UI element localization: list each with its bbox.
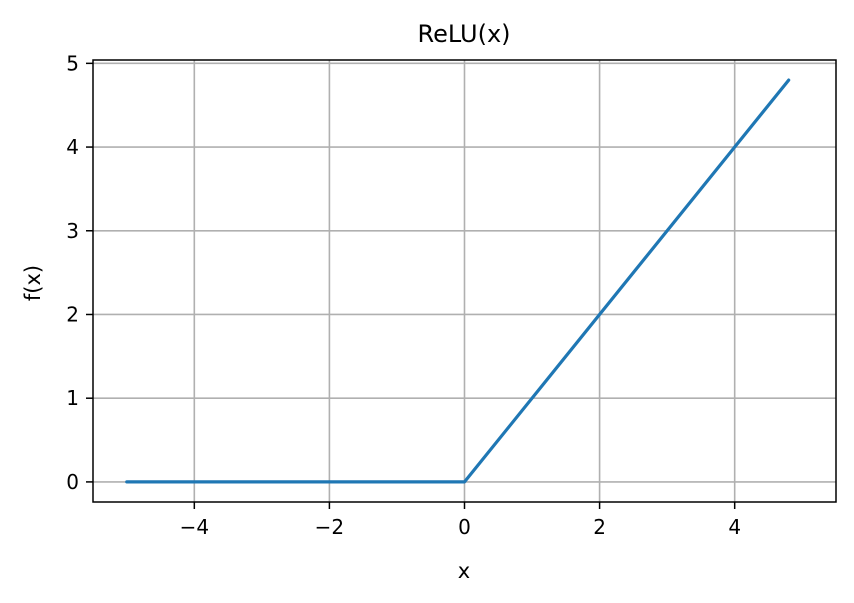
y-tick-label: 5 xyxy=(66,51,79,75)
y-tick-label: 1 xyxy=(66,386,79,410)
y-tick-label: 2 xyxy=(66,302,79,326)
ticks: −4 −2 0 2 4 0 1 2 3 4 5 xyxy=(66,51,741,539)
x-axis-label: x xyxy=(458,559,470,583)
x-tick-label: −2 xyxy=(315,515,344,539)
y-tick-label: 0 xyxy=(66,470,79,494)
x-tick-label: 0 xyxy=(458,515,471,539)
x-tick-label: 4 xyxy=(728,515,741,539)
relu-line xyxy=(125,78,791,484)
x-tick-label: −4 xyxy=(180,515,209,539)
y-axis-label: f(x) xyxy=(21,265,45,301)
x-tick-label: 2 xyxy=(593,515,606,539)
series-layer xyxy=(125,78,791,484)
chart-title: ReLU(x) xyxy=(417,20,510,48)
y-tick-label: 3 xyxy=(66,219,79,243)
y-tick-label: 4 xyxy=(66,135,79,159)
